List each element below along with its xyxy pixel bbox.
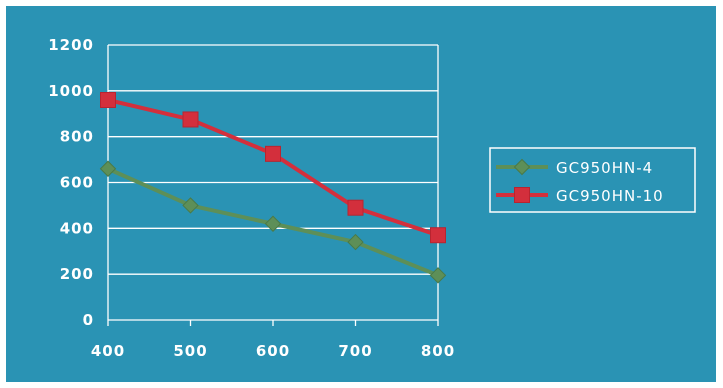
data-point-series-2 [182,111,199,128]
legend-marker [514,187,530,203]
chart-frame: 0 200 400 600 800 1000 1200 400 500 600 700 800 GC9… [6,6,716,382]
y-tick-label: 800 [60,128,94,146]
legend-label: GC950HN-10 [556,187,664,205]
y-tick-label: 600 [60,174,94,192]
y-tick-label: 400 [60,219,94,237]
x-tick-label: 400 [91,342,125,360]
legend-box [489,147,696,213]
x-tick-label: 500 [173,342,207,360]
legend-label: GC950HN-4 [556,159,653,177]
y-tick-label: 1200 [48,36,94,54]
data-point-series-1 [429,267,447,284]
y-tick-label: 200 [60,265,94,283]
legend-marker [513,158,531,176]
x-tick-label: 700 [338,342,372,360]
x-tick-label: 600 [256,342,290,360]
data-point-series-2 [265,145,281,162]
gridlines [107,44,439,326]
data-point-series-1 [99,160,117,177]
data-point-series-2 [430,227,446,244]
axis-labels: 0 200 400 600 800 1000 1200 400 500 600 700 800 [48,36,455,360]
data-point-series-2 [100,92,116,108]
data-point-series-1 [347,233,364,251]
line-chart: 0 200 400 600 800 1000 1200 400 500 600 700 800 GC9… [48,36,696,360]
data-point-series-1 [264,215,282,232]
series-line-2 [107,98,439,238]
data-point-series-2 [347,199,364,216]
x-tick-label: 800 [421,342,455,360]
data-point-series-1 [182,197,199,214]
legend: GC950HN-4 GC950HN-10 [489,147,696,213]
series-lines [99,92,447,284]
y-tick-label: 1000 [48,82,94,100]
y-tick-label: 0 [83,311,94,329]
